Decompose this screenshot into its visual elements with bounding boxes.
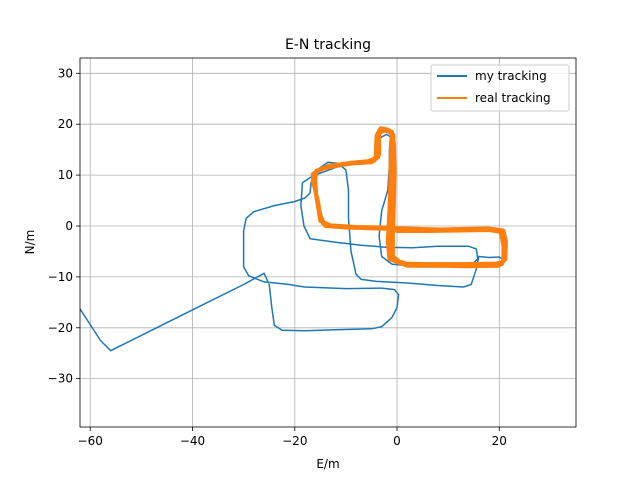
y-tick-label: 0 <box>65 219 73 233</box>
y-tick-label: 10 <box>58 168 73 182</box>
y-tick-label: 30 <box>58 66 73 80</box>
axes-frame <box>79 57 577 428</box>
y-axis-label: N/m <box>23 230 37 255</box>
x-tick-label: 20 <box>492 434 507 448</box>
x-tick-label: 0 <box>393 434 401 448</box>
x-tick-label: −20 <box>282 434 307 448</box>
grid <box>80 58 576 427</box>
legend-label-my-tracking: my tracking <box>475 69 547 83</box>
y-tick-label: −30 <box>48 372 73 386</box>
series-line-real-tracking <box>310 126 508 269</box>
series-layer <box>80 126 508 352</box>
y-tick-label: −10 <box>48 270 73 284</box>
x-tick-label: −40 <box>180 434 205 448</box>
legend-label-real-tracking: real tracking <box>475 91 551 105</box>
chart-title: E-N tracking <box>285 37 371 53</box>
legend: my tracking real tracking <box>430 64 570 112</box>
plot-area: −60 −40 −20 0 20 −30 −20 −10 0 10 20 30 <box>48 57 577 448</box>
x-axis-label: E/m <box>316 457 339 471</box>
series-line-my-tracking <box>80 133 504 352</box>
ticks: −60 −40 −20 0 20 −30 −20 −10 0 10 20 30 <box>48 66 507 448</box>
y-tick-label: −20 <box>48 321 73 335</box>
x-tick-label: −60 <box>78 434 103 448</box>
y-tick-label: 20 <box>58 117 73 131</box>
plot-background <box>80 58 576 427</box>
